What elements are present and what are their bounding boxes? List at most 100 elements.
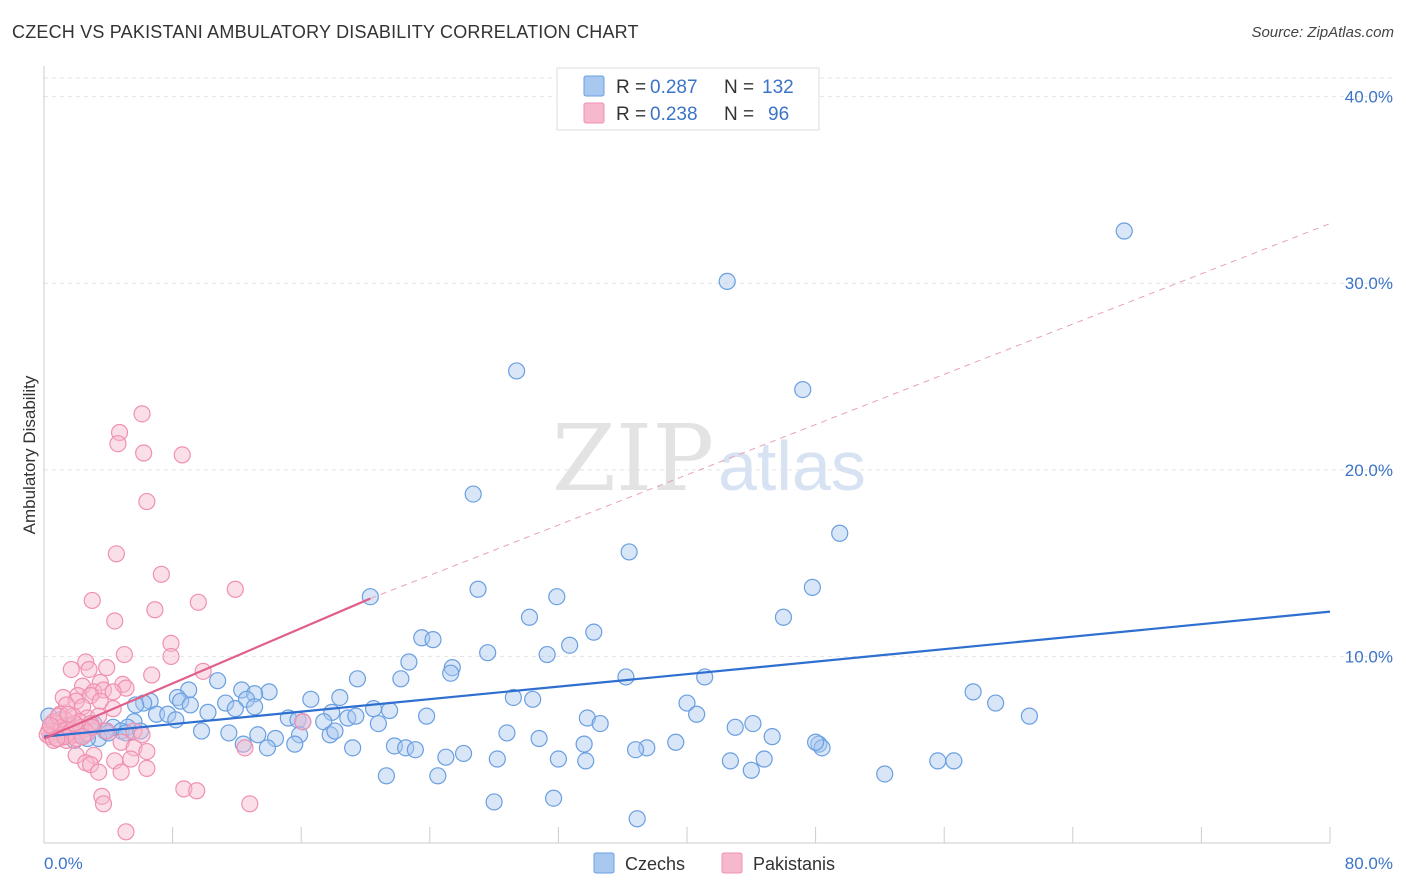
data-point <box>726 718 744 736</box>
data-point <box>400 653 418 671</box>
legend-r-label: R = <box>616 104 646 125</box>
data-point <box>348 670 367 688</box>
trend-lines <box>43 223 1331 740</box>
data-point <box>290 726 309 744</box>
data-point <box>106 612 124 630</box>
data-point <box>107 545 125 563</box>
data-point <box>117 823 135 841</box>
data-point <box>617 668 635 686</box>
data-point <box>172 692 190 710</box>
data-point <box>331 688 349 707</box>
data-point <box>199 703 217 721</box>
legend: R = 0.287 N = 132 R = 0.238 N = 96 <box>556 67 820 131</box>
data-point <box>424 631 442 649</box>
data-point <box>437 748 455 766</box>
tick-labels: 10.0% 20.0% 30.0% 40.0% 0.0% 80.0% <box>44 88 1393 873</box>
data-point <box>189 593 207 611</box>
data-point <box>548 588 566 606</box>
data-point <box>678 694 696 712</box>
data-point <box>626 741 645 759</box>
data-point <box>122 750 140 768</box>
data-point <box>429 767 447 785</box>
data-point <box>59 705 77 723</box>
data-point <box>326 722 344 740</box>
source-label: Source: ZipAtlas.com <box>1251 24 1394 41</box>
data-point <box>575 735 593 753</box>
data-point <box>188 782 206 800</box>
data-point <box>347 707 365 725</box>
data-point <box>417 707 436 725</box>
data-points <box>38 222 1133 841</box>
x-tick-label: 80.0% <box>1345 854 1393 873</box>
data-point <box>721 752 740 770</box>
data-point <box>464 485 482 503</box>
data-point <box>90 763 108 781</box>
data-point <box>181 696 199 714</box>
axes <box>43 66 1331 844</box>
data-point <box>485 793 503 811</box>
data-point <box>498 724 516 742</box>
data-point <box>488 750 506 768</box>
data-point <box>192 722 211 740</box>
data-point <box>577 752 595 770</box>
data-point <box>549 750 568 768</box>
data-point <box>146 601 164 619</box>
data-point <box>98 659 116 677</box>
data-point <box>369 714 387 733</box>
data-point <box>538 645 556 664</box>
data-point <box>175 780 193 798</box>
data-point <box>406 741 424 759</box>
legend-r-label: R = <box>616 77 646 98</box>
data-point <box>258 739 277 757</box>
bottom-legend-pakistanis: Pakistanis <box>753 854 835 874</box>
y-tick-label: 30.0% <box>1345 274 1393 293</box>
watermark-atlas: atlas <box>718 427 866 505</box>
data-point <box>135 444 153 462</box>
data-point <box>286 735 304 753</box>
data-point <box>138 742 156 761</box>
data-point <box>755 750 773 768</box>
watermark: ZIP atlas <box>552 405 866 512</box>
legend-r-value-pakistanis: 0.238 <box>650 104 698 125</box>
data-point <box>688 705 706 723</box>
data-point <box>143 666 161 684</box>
data-point <box>173 446 191 464</box>
data-point <box>544 789 563 807</box>
legend-n-value-czechs: 132 <box>762 77 794 98</box>
data-point <box>1115 222 1133 240</box>
data-point <box>667 733 685 751</box>
data-point <box>945 752 963 770</box>
watermark-zip: ZIP <box>552 405 714 512</box>
legend-swatch-pakistanis <box>583 102 605 124</box>
data-point <box>162 634 180 652</box>
data-point <box>138 759 156 777</box>
data-point <box>1020 707 1038 725</box>
data-point <box>220 724 238 742</box>
data-point <box>91 692 109 710</box>
data-point <box>392 670 410 688</box>
series-pakistanis <box>38 405 312 841</box>
data-point <box>83 591 101 610</box>
legend-n-label: N = <box>724 77 754 98</box>
data-point <box>479 644 497 662</box>
data-point <box>133 405 151 423</box>
data-point <box>152 565 170 583</box>
trend-line <box>43 597 371 740</box>
data-point <box>763 728 781 746</box>
data-point <box>209 672 227 690</box>
bottom-legend-swatch-czechs <box>593 852 615 874</box>
bottom-legend-czechs: Czechs <box>625 854 685 874</box>
data-point <box>831 524 849 542</box>
data-point <box>774 608 793 626</box>
x-tick-label: 0.0% <box>44 854 83 873</box>
data-point <box>744 714 762 733</box>
data-point <box>530 729 548 748</box>
data-point <box>585 623 603 641</box>
data-point <box>469 580 487 598</box>
legend-n-label: N = <box>724 104 754 125</box>
data-point <box>226 580 244 598</box>
data-point <box>62 660 80 679</box>
data-point <box>104 683 122 701</box>
legend-swatch-czechs <box>583 75 605 97</box>
